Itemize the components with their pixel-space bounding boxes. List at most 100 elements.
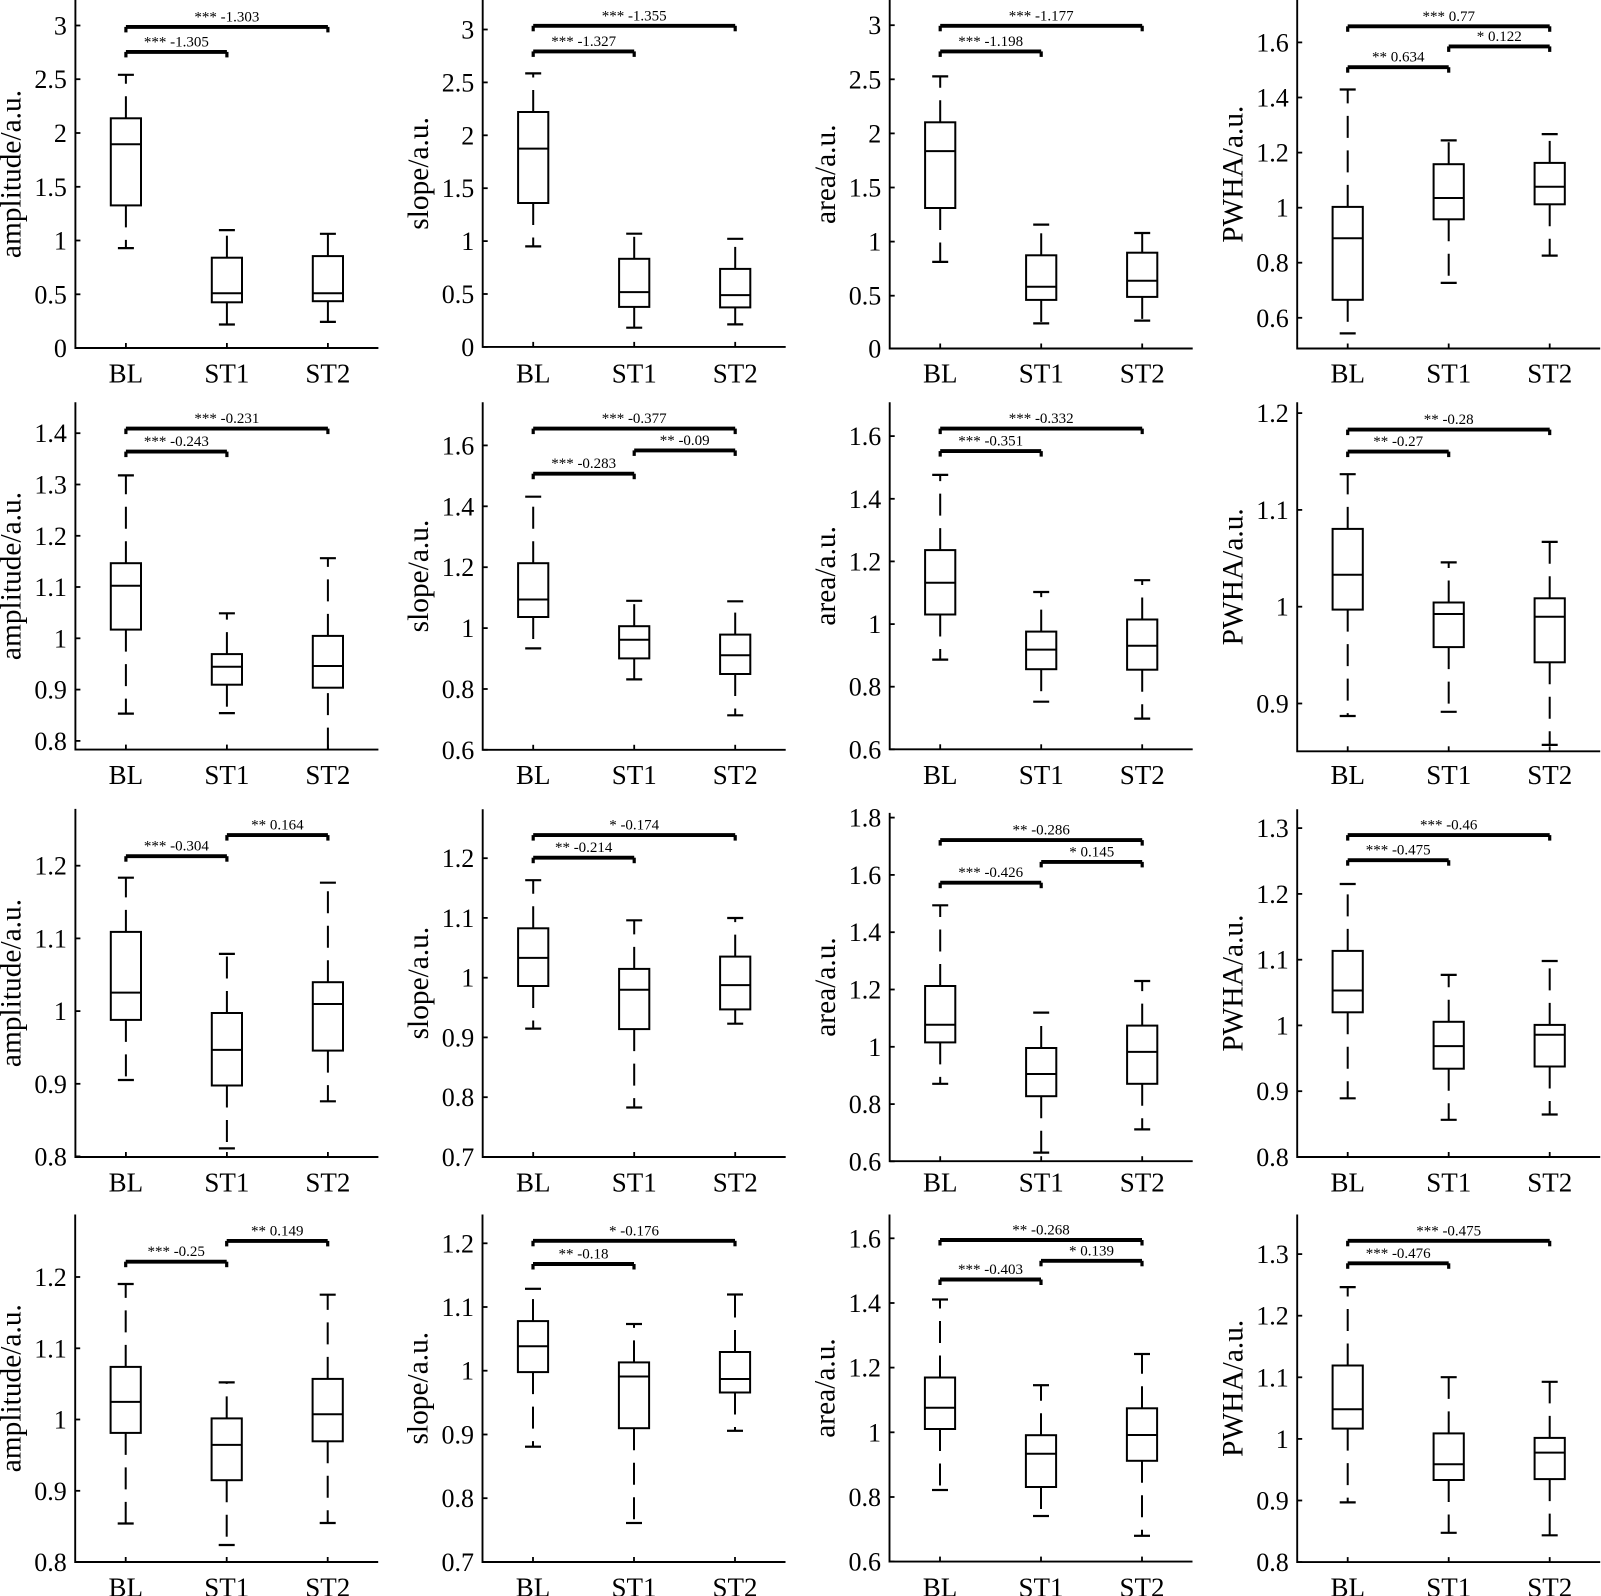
svg-text:1.2: 1.2 [442,553,475,582]
svg-text:1.4: 1.4 [849,485,882,514]
svg-text:0.7: 0.7 [442,1143,475,1172]
svg-text:** -0.28: ** -0.28 [1424,412,1474,428]
svg-text:1.5: 1.5 [849,174,882,203]
svg-text:ST2: ST2 [1527,359,1572,389]
svg-text:** 0.164: ** 0.164 [251,818,304,834]
svg-text:amplitude/a.u.: amplitude/a.u. [0,1304,27,1472]
svg-text:BL: BL [108,1573,143,1596]
svg-text:1.6: 1.6 [1256,28,1289,57]
svg-text:BL: BL [109,760,144,790]
svg-text:** -0.286: ** -0.286 [1012,823,1070,839]
svg-text:*** -0.283: *** -0.283 [551,456,616,472]
svg-text:slope/a.u.: slope/a.u. [403,927,435,1040]
svg-text:*** -0.25: *** -0.25 [147,1244,205,1260]
svg-text:1.2: 1.2 [34,1263,67,1292]
svg-text:PWHA/a.u.: PWHA/a.u. [1217,1320,1249,1457]
svg-text:1.2: 1.2 [442,844,475,873]
svg-text:1.5: 1.5 [34,173,67,202]
svg-text:ST1: ST1 [204,760,249,790]
svg-text:1.5: 1.5 [442,174,475,203]
svg-text:*** 0.77: *** 0.77 [1422,9,1475,25]
svg-text:*** -0.475: *** -0.475 [1416,1223,1481,1239]
svg-text:1.3: 1.3 [1256,1240,1289,1269]
svg-text:PWHA/a.u.: PWHA/a.u. [1217,508,1249,645]
svg-text:2: 2 [54,119,67,148]
svg-text:1.4: 1.4 [1256,84,1289,113]
svg-text:** 0.149: ** 0.149 [251,1223,304,1239]
svg-text:*** -0.231: *** -0.231 [194,411,259,427]
svg-text:1: 1 [54,624,67,653]
svg-text:ST2: ST2 [713,1168,758,1198]
svg-text:amplitude/a.u.: amplitude/a.u. [0,899,28,1067]
svg-text:ST1: ST1 [611,1573,656,1596]
svg-text:*** -1.305: *** -1.305 [144,34,209,50]
svg-text:1: 1 [1276,593,1289,622]
svg-text:BL: BL [923,760,958,790]
svg-text:*** -0.304: *** -0.304 [144,839,209,855]
svg-text:ST1: ST1 [612,760,657,790]
svg-text:1.2: 1.2 [849,547,882,576]
svg-text:1.1: 1.1 [1256,496,1289,525]
svg-text:1: 1 [1276,1011,1289,1040]
svg-text:*** -0.426: *** -0.426 [958,865,1023,881]
svg-text:2.5: 2.5 [442,68,475,97]
svg-text:1.4: 1.4 [849,1289,882,1318]
svg-text:0.6: 0.6 [1256,304,1289,333]
svg-text:area/a.u.: area/a.u. [810,1338,842,1438]
svg-text:* -0.174: * -0.174 [609,818,659,834]
svg-text:ST1: ST1 [1426,760,1471,790]
svg-text:ST1: ST1 [204,1573,249,1596]
svg-text:0.8: 0.8 [849,673,882,702]
svg-text:ST2: ST2 [713,760,758,790]
svg-text:BL: BL [923,359,958,389]
svg-text:ST2: ST2 [1527,1573,1572,1596]
svg-text:ST2: ST2 [305,760,350,790]
svg-text:1.1: 1.1 [1256,1363,1289,1392]
svg-text:1.1: 1.1 [442,904,475,933]
svg-text:ST1: ST1 [612,359,657,389]
svg-text:2.5: 2.5 [34,65,67,94]
svg-text:0.7: 0.7 [442,1548,475,1577]
svg-text:0.8: 0.8 [1256,1143,1289,1172]
svg-text:ST2: ST2 [305,359,350,389]
svg-text:BL: BL [923,1168,958,1198]
svg-text:ST2: ST2 [713,359,758,389]
svg-text:3: 3 [868,11,881,40]
svg-text:0.8: 0.8 [34,1142,67,1171]
svg-text:1: 1 [868,610,881,639]
svg-text:1.1: 1.1 [34,573,67,602]
svg-text:0.8: 0.8 [442,1083,475,1112]
svg-text:*** -0.403: *** -0.403 [958,1262,1023,1278]
svg-text:1: 1 [1276,1425,1289,1454]
svg-text:*** -0.475: *** -0.475 [1366,843,1431,859]
svg-text:ST1: ST1 [612,1168,657,1198]
svg-text:ST1: ST1 [1426,1573,1471,1596]
svg-text:1: 1 [54,997,67,1026]
svg-text:* -0.176: * -0.176 [609,1223,659,1239]
svg-text:1: 1 [868,1033,881,1062]
svg-text:1.2: 1.2 [442,1229,475,1258]
svg-text:** -0.214: ** -0.214 [555,840,613,856]
svg-text:0.9: 0.9 [1256,690,1289,719]
svg-text:1.6: 1.6 [849,1224,882,1253]
svg-text:0.8: 0.8 [442,675,475,704]
svg-text:0.9: 0.9 [1256,1487,1289,1516]
svg-text:0: 0 [868,335,881,364]
svg-text:BL: BL [109,359,144,389]
svg-text:0.9: 0.9 [34,1477,67,1506]
svg-text:BL: BL [1330,760,1365,790]
svg-text:ST2: ST2 [1120,359,1165,389]
svg-text:ST2: ST2 [1120,1168,1165,1198]
svg-text:*** -1.355: *** -1.355 [602,8,667,24]
svg-text:1: 1 [461,227,474,256]
svg-text:1.8: 1.8 [849,804,882,833]
svg-text:ST1: ST1 [204,359,249,389]
svg-text:*** -0.377: *** -0.377 [602,411,667,427]
svg-text:area/a.u.: area/a.u. [810,124,842,224]
svg-text:1: 1 [54,227,67,256]
svg-text:BL: BL [1330,1573,1365,1596]
svg-text:*** -1.198: *** -1.198 [958,34,1023,50]
svg-text:slope/a.u.: slope/a.u. [403,520,435,633]
svg-text:** -0.18: ** -0.18 [559,1247,609,1263]
svg-text:1.1: 1.1 [442,1293,475,1322]
